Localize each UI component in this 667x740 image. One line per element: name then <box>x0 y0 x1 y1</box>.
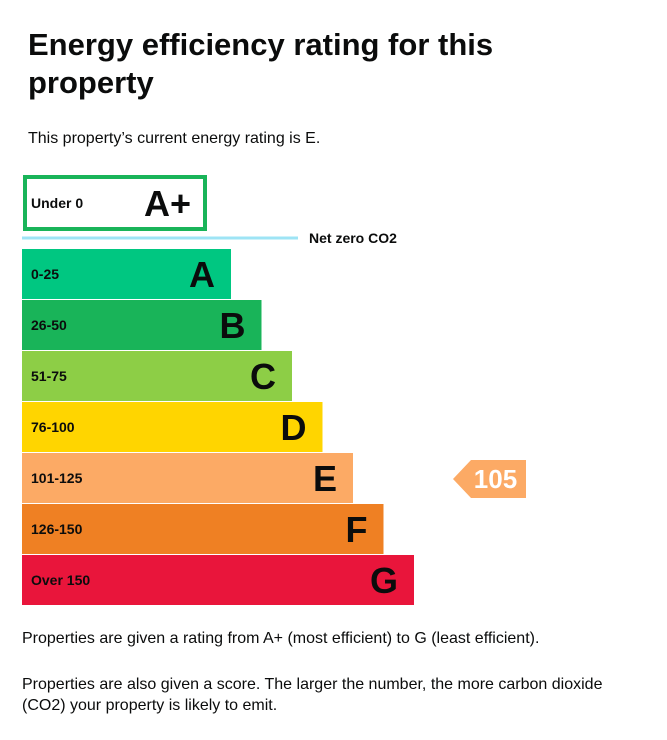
top-band-range: Under 0 <box>31 195 83 211</box>
band-d-bar <box>22 402 323 452</box>
band-g-bar <box>22 555 414 605</box>
band-c-bar <box>22 351 292 401</box>
band-d-range: 76-100 <box>31 419 75 435</box>
band-a-bar <box>22 249 231 299</box>
score-meaning-note: Properties are also given a score. The l… <box>22 676 603 714</box>
band-f-letter: F <box>346 509 368 550</box>
band-g-letter: G <box>370 560 398 601</box>
band-a-range: 0-25 <box>31 266 59 282</box>
band-b-range: 26-50 <box>31 317 67 333</box>
rating-bands: 0-25 A 26-50 B 51-75 C 76-100 D 101-125 E 126-150 F… <box>22 249 414 605</box>
band-d-letter: D <box>281 407 307 448</box>
current-score-label: 105 <box>474 464 517 494</box>
current-rating-text: This property’s current energy rating is… <box>28 130 321 147</box>
band-b-bar <box>22 300 262 350</box>
band-c-range: 51-75 <box>31 368 67 384</box>
band-f-bar <box>22 504 384 554</box>
band-a-letter: A <box>189 254 215 295</box>
band-f-range: 126-150 <box>31 521 83 537</box>
current-score-pointer: 105 <box>453 460 526 498</box>
rating-range-note: Properties are given a rating from A+ (m… <box>22 630 540 647</box>
top-band-letter: A+ <box>144 183 191 224</box>
band-c-letter: C <box>250 356 276 397</box>
net-zero-label: Net zero CO2 <box>309 230 397 246</box>
band-b-letter: B <box>220 305 246 346</box>
page-title: Energy efficiency rating for this proper… <box>28 27 494 100</box>
current-score-marker <box>453 460 526 498</box>
energy-rating-chart: Under 0 A+ Net zero CO2 0-25 A 26-50 B 51-75… <box>22 175 526 605</box>
band-e-range: 101-125 <box>31 470 83 486</box>
band-g-range: Over 150 <box>31 572 90 588</box>
top-band-box <box>23 175 207 231</box>
band-e-letter: E <box>313 458 337 499</box>
band-e-bar <box>22 453 353 503</box>
